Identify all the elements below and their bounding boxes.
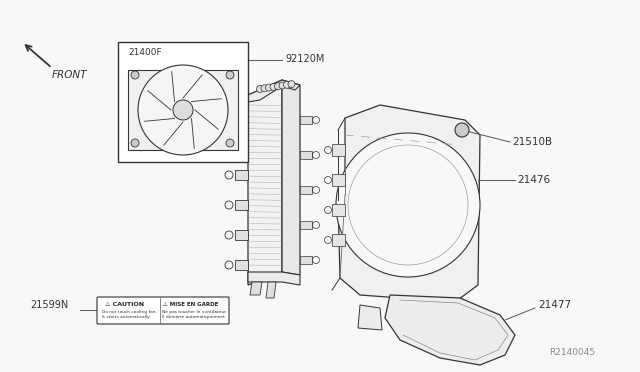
Polygon shape	[300, 186, 312, 194]
Polygon shape	[235, 230, 248, 240]
Circle shape	[455, 123, 469, 137]
Circle shape	[226, 71, 234, 79]
Polygon shape	[248, 272, 300, 285]
Text: 21400F: 21400F	[128, 48, 162, 57]
FancyBboxPatch shape	[97, 297, 229, 324]
Polygon shape	[235, 110, 248, 120]
Polygon shape	[248, 80, 282, 285]
Polygon shape	[250, 282, 262, 295]
Text: It starts automatically.: It starts automatically.	[102, 315, 150, 319]
Polygon shape	[332, 174, 345, 186]
Polygon shape	[248, 80, 300, 102]
Circle shape	[275, 83, 282, 90]
Polygon shape	[300, 116, 312, 124]
Text: Do not touch cooling fan.: Do not touch cooling fan.	[102, 310, 157, 314]
Text: ⚠ MISE EN GARDE: ⚠ MISE EN GARDE	[163, 302, 218, 307]
Polygon shape	[300, 151, 312, 159]
Circle shape	[257, 86, 264, 93]
Polygon shape	[300, 256, 312, 264]
Text: R2140045: R2140045	[549, 348, 595, 357]
Polygon shape	[128, 70, 238, 150]
Polygon shape	[235, 260, 248, 270]
Text: Il démarre automatiquement.: Il démarre automatiquement.	[162, 315, 227, 319]
Circle shape	[131, 139, 139, 147]
Polygon shape	[338, 105, 480, 302]
Circle shape	[261, 85, 268, 92]
Text: 21599N: 21599N	[30, 300, 68, 310]
Text: Ne pas toucher le ventilateur.: Ne pas toucher le ventilateur.	[162, 310, 227, 314]
Polygon shape	[358, 305, 382, 330]
Circle shape	[131, 71, 139, 79]
Polygon shape	[266, 282, 276, 298]
Polygon shape	[235, 170, 248, 180]
Circle shape	[284, 81, 291, 88]
Polygon shape	[332, 204, 345, 216]
Polygon shape	[282, 80, 300, 275]
Text: 21476: 21476	[517, 175, 550, 185]
Polygon shape	[385, 295, 515, 365]
Text: ⚠ CAUTION: ⚠ CAUTION	[105, 302, 144, 307]
Text: FRONT: FRONT	[52, 70, 88, 80]
Polygon shape	[332, 144, 345, 156]
Circle shape	[270, 83, 277, 90]
Circle shape	[138, 65, 228, 155]
Text: 21477: 21477	[538, 300, 571, 310]
Polygon shape	[118, 42, 248, 162]
Polygon shape	[235, 140, 248, 150]
Circle shape	[279, 82, 286, 89]
Circle shape	[226, 139, 234, 147]
Circle shape	[173, 100, 193, 120]
Polygon shape	[235, 200, 248, 210]
Circle shape	[266, 84, 273, 91]
Circle shape	[288, 81, 295, 87]
Circle shape	[336, 133, 480, 277]
Text: 92120M: 92120M	[285, 54, 324, 64]
Polygon shape	[332, 234, 345, 246]
Text: 21510B: 21510B	[512, 137, 552, 147]
Polygon shape	[300, 221, 312, 229]
